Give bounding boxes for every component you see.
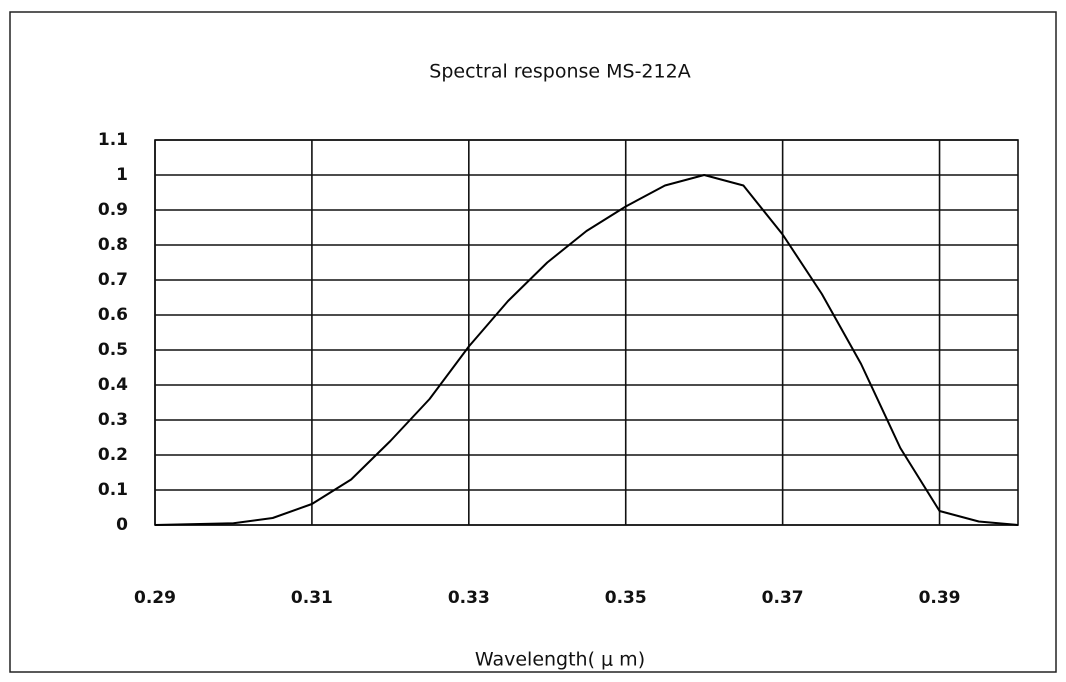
y-tick-label: 0.9 [98, 200, 128, 220]
y-tick-label: 0.3 [98, 410, 128, 430]
x-tick-label: 0.37 [762, 588, 804, 608]
y-tick-label: 0.8 [98, 235, 128, 255]
y-tick-label: 0.5 [98, 340, 128, 360]
y-tick-label: 0.6 [98, 305, 128, 325]
x-tick-label: 0.39 [919, 588, 961, 608]
plot-area [154, 139, 1019, 526]
y-tick-label: 1 [116, 165, 128, 185]
x-axis-label: Wavelength( μ m) [475, 649, 645, 671]
y-tick-label: 0 [116, 515, 128, 535]
data-line [154, 174, 1019, 526]
x-tick-label: 0.31 [291, 588, 333, 608]
chart-title: Spectral response MS-212A [429, 61, 690, 83]
y-tick-label: 1.1 [98, 130, 128, 150]
x-tick-label: 0.33 [448, 588, 490, 608]
chart-border [9, 11, 1057, 673]
y-tick-label: 0.2 [98, 445, 128, 465]
x-tick-label: 0.29 [134, 588, 176, 608]
y-tick-label: 0.7 [98, 270, 128, 290]
y-tick-label: 0.1 [98, 480, 128, 500]
x-tick-label: 0.35 [605, 588, 647, 608]
y-tick-label: 0.4 [98, 375, 128, 395]
